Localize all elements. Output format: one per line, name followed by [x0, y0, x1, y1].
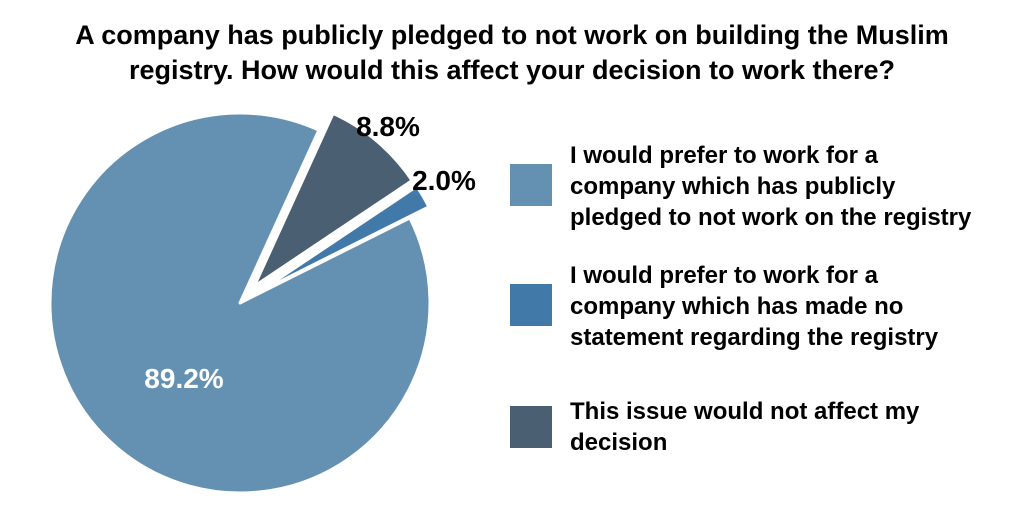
pie-label-prefer-no-statement: 2.0% — [412, 165, 476, 196]
legend-label-line: pledged to not work on the registry — [570, 204, 972, 231]
pie-slice-no-effect — [252, 111, 414, 288]
legend-swatch-no-effect — [510, 406, 552, 448]
pie-label-no-effect: 8.8% — [356, 111, 420, 142]
legend-label-no-effect: This issue would not affect my decision — [570, 396, 1020, 458]
legend-label-line: statement regarding the registry — [570, 324, 939, 351]
pie-slices — [48, 111, 432, 495]
chart-title-line-2: registry. How would this affect your dec… — [128, 55, 896, 85]
legend-label-line: decision — [570, 429, 668, 456]
chart-title: A company has publicly pledged to not wo… — [0, 18, 1024, 88]
legend-label-line: I would prefer to work for a — [570, 142, 879, 169]
pie-slice-prefer-no-statement — [257, 184, 431, 294]
pie-label-prefer-pledged: 89.2% — [144, 363, 223, 394]
legend-label-line: company which has publicly — [570, 173, 896, 200]
legend-label-prefer-no-statement: I would prefer to work for a company whi… — [570, 260, 1020, 353]
legend-label-line: This issue would not affect my — [570, 398, 920, 425]
chart-title-line-1: A company has publicly pledged to not wo… — [75, 20, 949, 50]
pie-value-labels: 89.2% 8.8% 2.0% — [144, 111, 476, 394]
legend-label-line: I would prefer to work for a — [570, 262, 879, 289]
legend-label-prefer-pledged: I would prefer to work for a company whi… — [570, 140, 1020, 233]
pie-slice-prefer-pledged — [48, 111, 432, 495]
legend-swatch-prefer-no-statement — [510, 284, 552, 326]
legend-swatch-prefer-pledged — [510, 164, 552, 206]
legend-label-line: company which has made no — [570, 293, 904, 320]
